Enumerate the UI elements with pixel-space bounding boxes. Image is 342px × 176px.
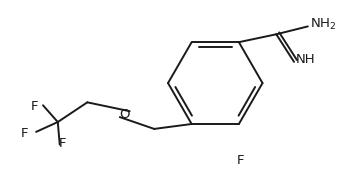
Text: F: F	[237, 153, 245, 166]
Text: F: F	[59, 137, 66, 150]
Text: NH$_2$: NH$_2$	[310, 17, 336, 32]
Text: F: F	[30, 100, 38, 113]
Text: F: F	[21, 127, 28, 140]
Text: O: O	[119, 108, 130, 121]
Text: NH: NH	[296, 53, 316, 66]
